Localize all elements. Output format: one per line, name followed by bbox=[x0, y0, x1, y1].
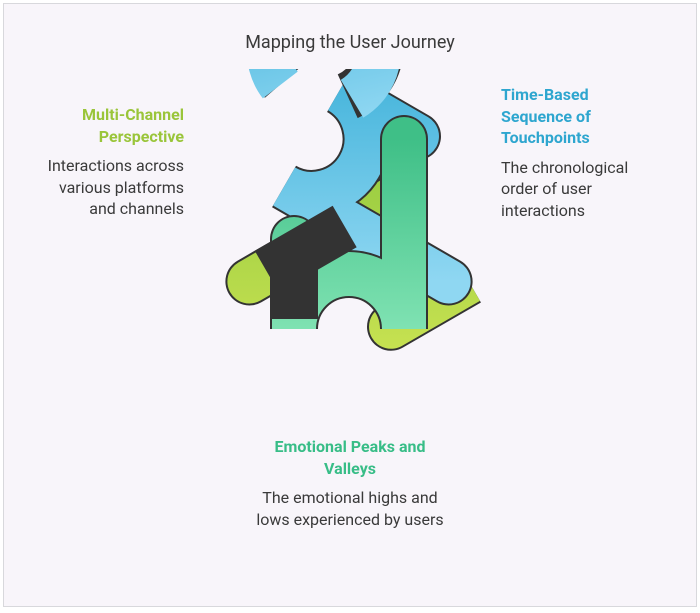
label-right: Time-Based Sequence of Touchpoints The c… bbox=[501, 84, 661, 222]
trefoil-knot-svg bbox=[199, 69, 499, 409]
trefoil-knot bbox=[199, 69, 499, 409]
knot-group bbox=[249, 69, 499, 377]
diagram-frame: Mapping the User Journey Multi-Channel P… bbox=[3, 3, 697, 607]
label-bottom-heading: Emotional Peaks and Valleys bbox=[255, 436, 445, 479]
label-bottom-body: The emotional highs and lows experienced… bbox=[255, 487, 445, 530]
page-title: Mapping the User Journey bbox=[4, 32, 696, 53]
label-left-body: Interactions across various platforms an… bbox=[39, 155, 184, 220]
label-right-body: The chronological order of user interact… bbox=[501, 157, 661, 222]
label-bottom: Emotional Peaks and Valleys The emotiona… bbox=[4, 436, 696, 530]
label-left-heading: Multi-Channel Perspective bbox=[39, 104, 184, 147]
label-left: Multi-Channel Perspective Interactions a… bbox=[39, 104, 184, 220]
label-right-heading: Time-Based Sequence of Touchpoints bbox=[501, 84, 661, 149]
